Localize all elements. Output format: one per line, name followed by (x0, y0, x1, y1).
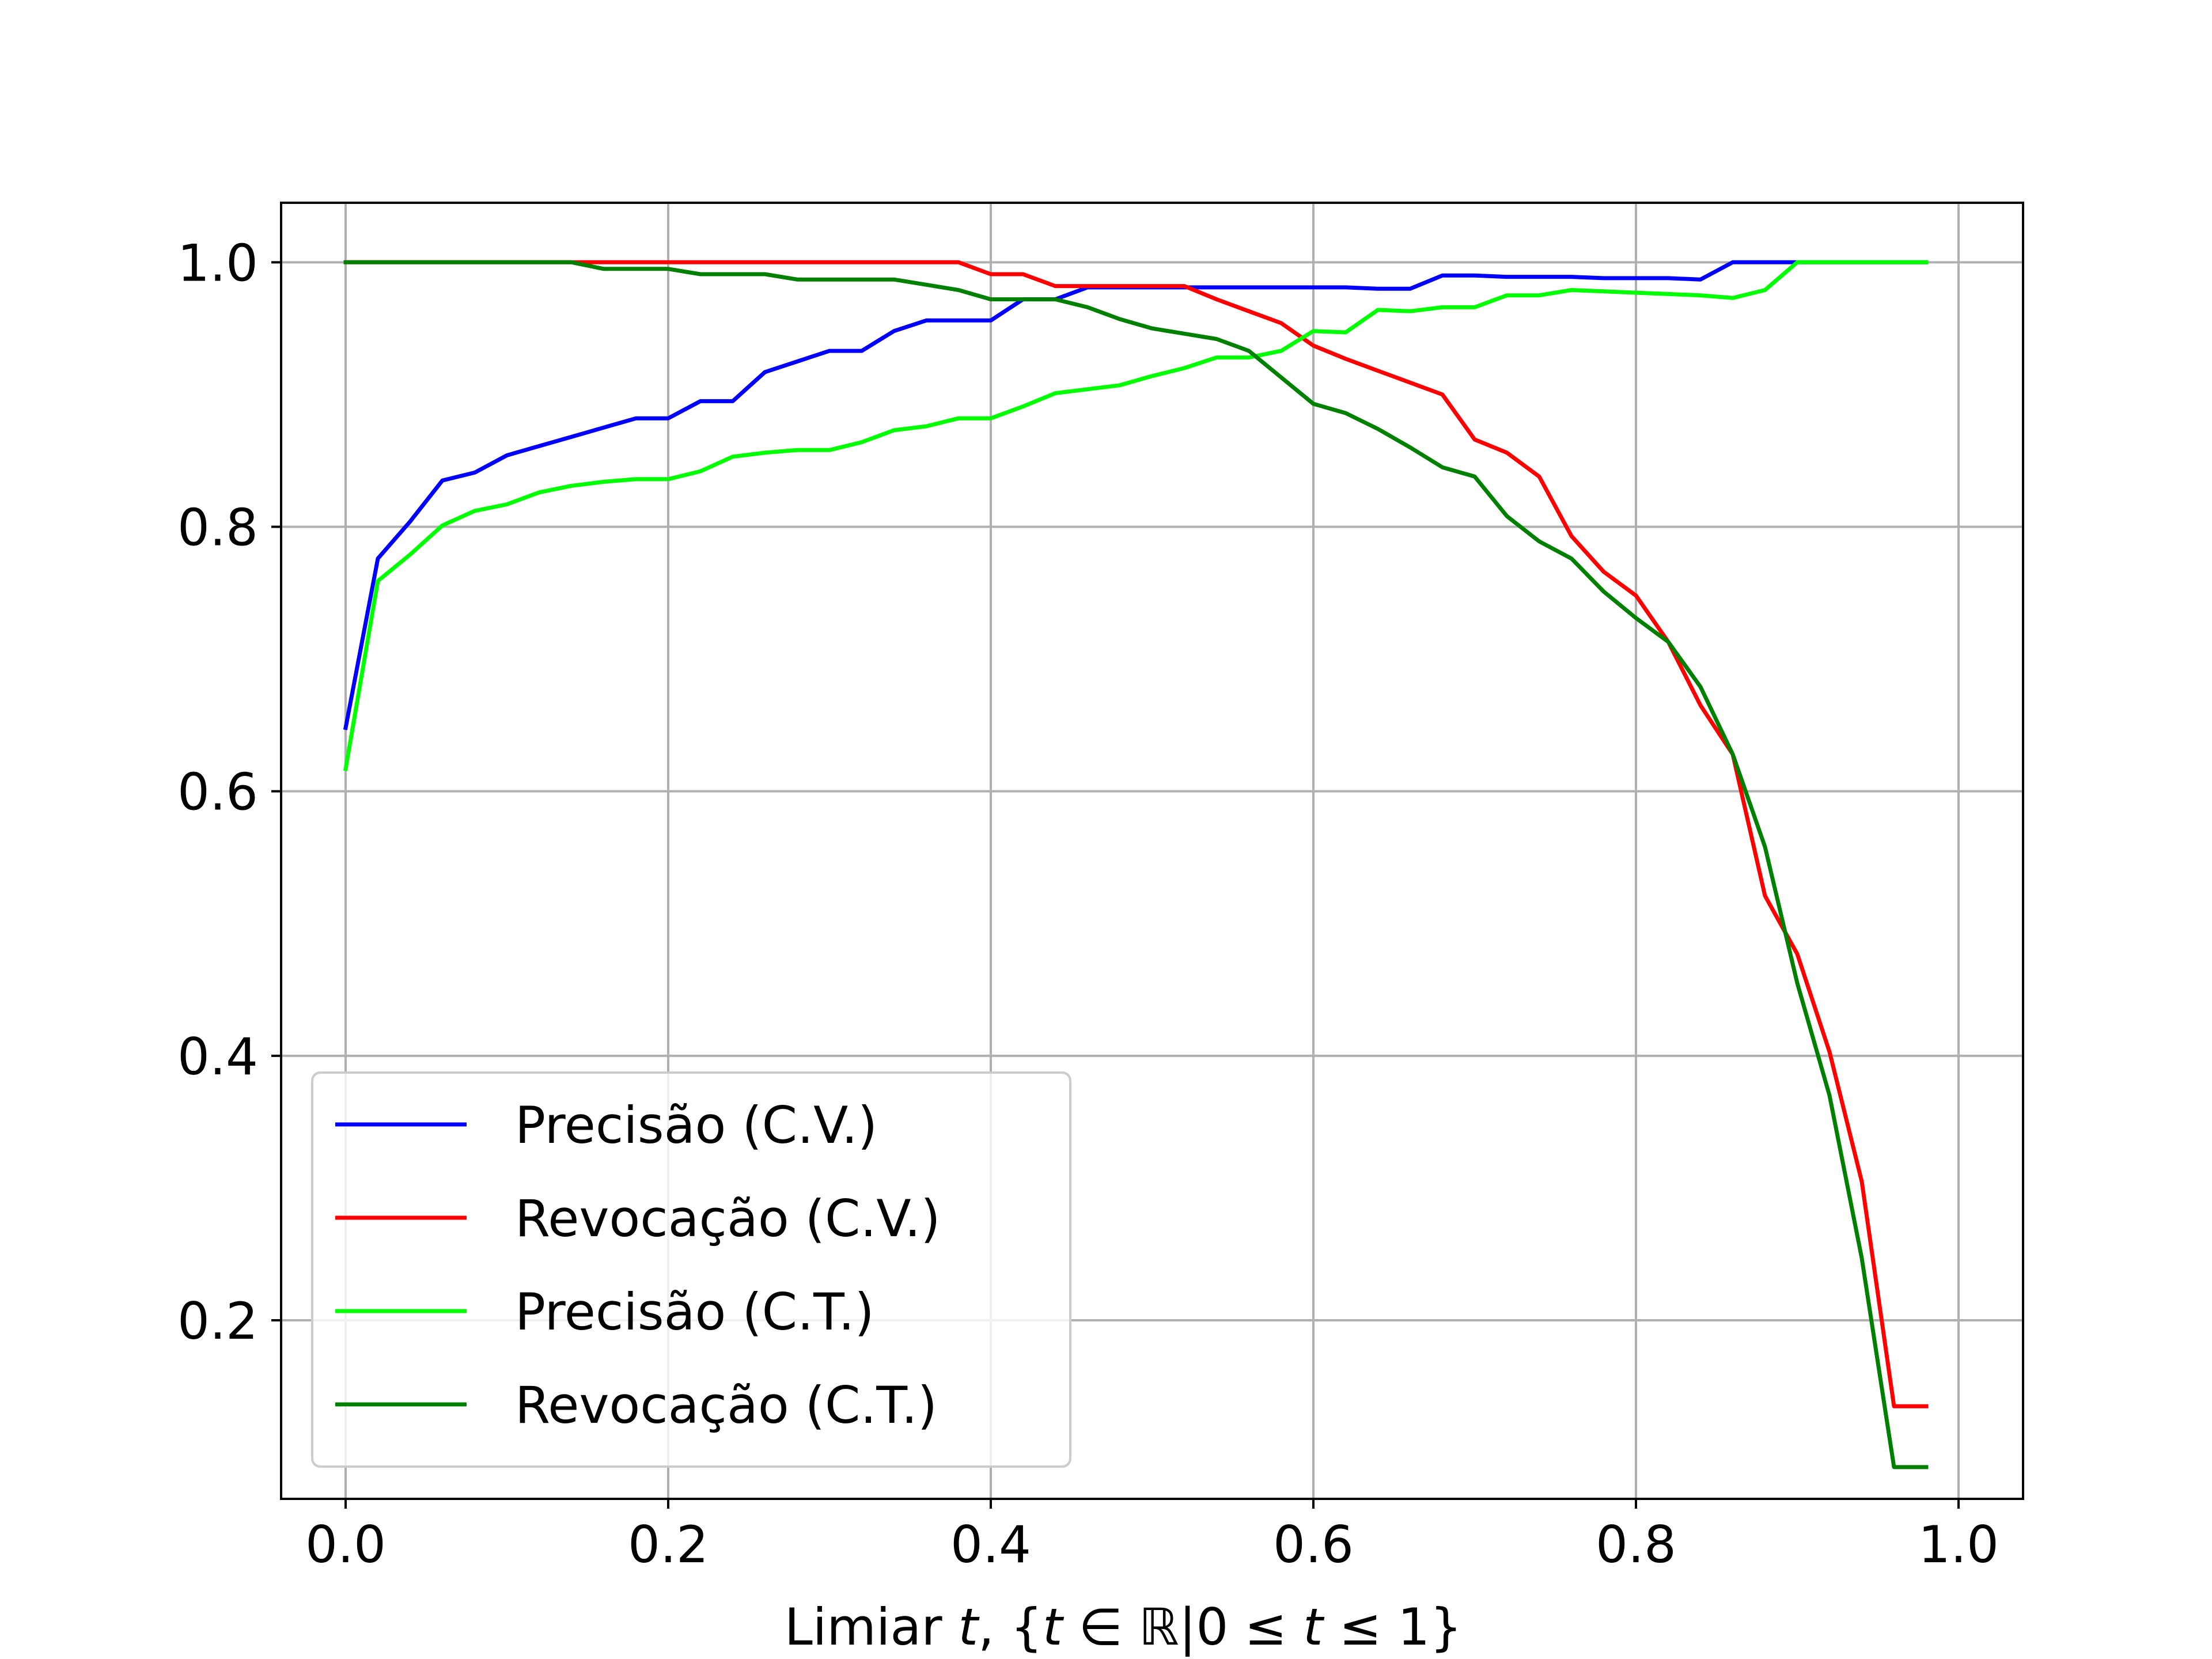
x-axis-label-mid2: ∈ ℝ|0 ≤ (1062, 1597, 1303, 1657)
x-tick-label: 0.0 (305, 1515, 386, 1574)
series-line-4 (343, 260, 1929, 1469)
x-axis-label-pre: Limiar (785, 1597, 959, 1657)
x-axis-label-post: ≤ 1} (1323, 1597, 1463, 1657)
series-lines (343, 260, 1929, 1469)
x-axis-label-var: t (958, 1597, 980, 1657)
axis-ticks: 0.0 0.2 0.4 0.6 0.8 1.0 0.2 0.4 0.6 0.8 1.0 (177, 233, 1999, 1574)
x-tick-label: 0.4 (950, 1515, 1031, 1574)
y-tick-label: 0.8 (177, 498, 258, 558)
x-tick-label: 1.0 (1918, 1515, 1999, 1574)
plot-frame (280, 202, 2024, 1500)
legend-box (311, 1071, 1071, 1468)
legend-label: Precisão (C.V.) (515, 1096, 877, 1155)
y-tick-label: 1.0 (177, 233, 258, 293)
legend-label: Precisão (C.T.) (515, 1282, 874, 1342)
x-tick-label: 0.8 (1596, 1515, 1676, 1574)
series-line-2 (343, 260, 1929, 1408)
y-tick-label: 0.6 (177, 763, 258, 822)
x-tick-label: 0.2 (628, 1515, 709, 1574)
legend-label: Revocação (C.T.) (515, 1376, 937, 1435)
series-line-3 (343, 260, 1929, 771)
x-axis-label-mid1: , { (978, 1597, 1043, 1657)
y-tick-label: 0.2 (177, 1291, 258, 1351)
series-line-1 (343, 260, 1929, 730)
legend-label: Revocação (C.V.) (515, 1189, 941, 1248)
x-axis-label-var: t (1303, 1597, 1325, 1657)
x-axis-label: Limiar t, {t ∈ ℝ|0 ≤ t ≤ 1} (785, 1597, 1463, 1657)
x-tick-label: 0.6 (1273, 1515, 1354, 1574)
y-tick-label: 0.4 (177, 1027, 258, 1086)
x-axis-label-var: t (1043, 1597, 1065, 1657)
legend: Precisão (C.V.) Revocação (C.V.) Precisão … (311, 1071, 1071, 1468)
